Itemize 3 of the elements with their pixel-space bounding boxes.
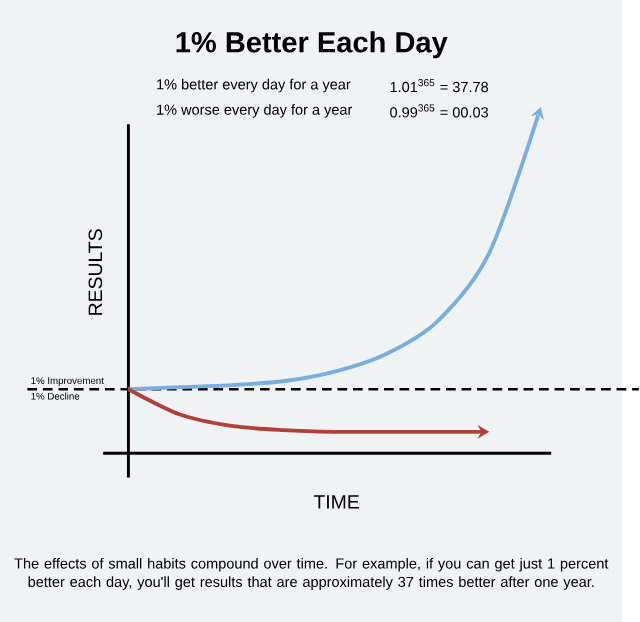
x-axis-title: TIME	[313, 494, 359, 509]
chart-title: 1% Better Each Day	[176, 30, 448, 58]
y-axis-title: RESULTS	[88, 229, 103, 315]
